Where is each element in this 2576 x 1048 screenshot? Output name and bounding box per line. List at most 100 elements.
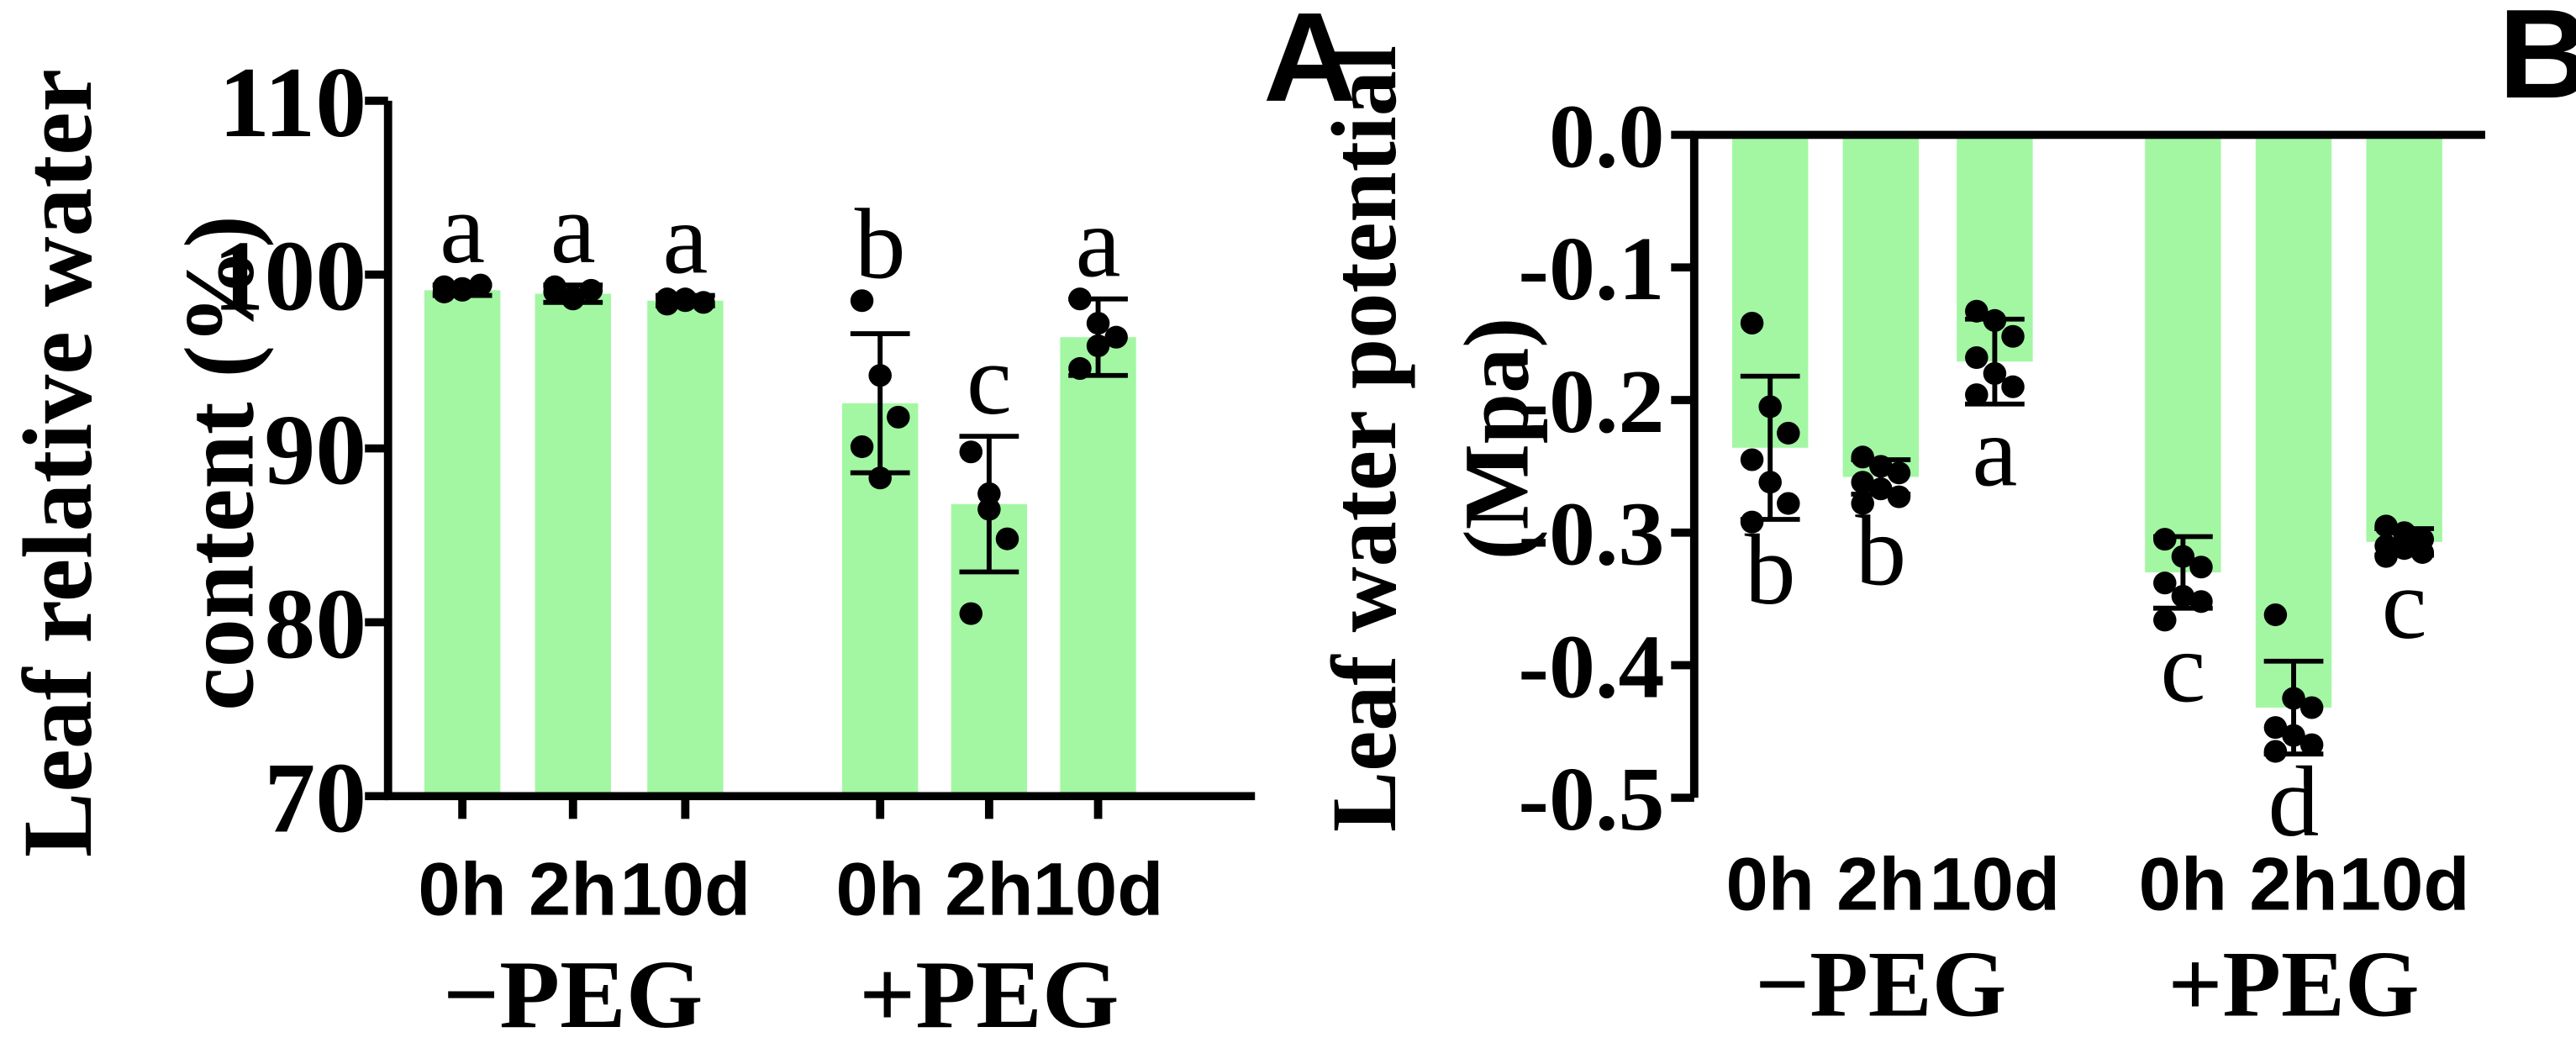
bar — [2145, 134, 2221, 573]
group-label: −PEG — [443, 941, 703, 1048]
y-tick-label: 80 — [264, 568, 366, 680]
x-category-label: 2h — [945, 847, 1033, 930]
x-category-label: 2h — [2249, 842, 2337, 925]
data-point — [977, 498, 1001, 521]
data-point — [1887, 485, 1911, 508]
data-point — [2392, 521, 2416, 545]
data-point — [2282, 724, 2305, 747]
significance-letter: d — [2268, 746, 2320, 858]
data-point — [995, 527, 1019, 550]
data-point — [1869, 455, 1893, 478]
group-label: +PEG — [859, 941, 1119, 1048]
y-axis-label-line: Leaf relative water — [3, 69, 113, 857]
y-axis-label-line: content (%) — [166, 215, 275, 710]
data-point — [1777, 421, 1800, 445]
x-category-label: 0h — [835, 847, 924, 930]
data-point — [1740, 311, 1764, 335]
data-point — [2153, 608, 2177, 632]
data-point — [2189, 590, 2213, 614]
data-point — [656, 292, 679, 316]
data-point — [2374, 514, 2398, 538]
data-point — [432, 275, 456, 298]
y-tick-label: -0.5 — [1518, 749, 1664, 850]
data-point — [977, 482, 1001, 505]
data-point — [1965, 299, 1989, 323]
bar — [424, 290, 501, 797]
data-point — [2189, 556, 2213, 579]
panel-label: B — [2499, 0, 2576, 125]
data-point — [2410, 540, 2435, 564]
data-point — [1104, 325, 1128, 349]
significance-letter: c — [967, 324, 1012, 436]
panel-a: 70 80 90 100 110 Leaf relative water content (… — [3, 0, 1356, 1048]
data-point — [1068, 287, 1092, 311]
significance-letter: b — [1745, 514, 1796, 626]
data-point — [2263, 603, 2288, 627]
data-point — [579, 278, 603, 302]
data-point — [2001, 324, 2025, 348]
data-point — [2153, 571, 2177, 595]
bar — [535, 293, 611, 797]
y-axis-label-line: (Mpa) — [1446, 318, 1548, 561]
data-point — [2374, 545, 2398, 568]
y-tick-label: 0.0 — [1549, 86, 1665, 187]
x-category-label: 0h — [2139, 842, 2227, 925]
significance-letter: a — [1076, 187, 1121, 298]
x-category-label: 10d — [2339, 842, 2470, 925]
data-point — [2001, 375, 2025, 398]
data-point — [1740, 448, 1764, 471]
y-axis-label: Leaf relative water content (%) — [3, 69, 275, 857]
bar — [1060, 337, 1136, 797]
data-point — [2299, 733, 2324, 756]
data-point — [2392, 537, 2416, 561]
data-point — [561, 286, 585, 309]
bar — [1842, 134, 1920, 477]
data-point — [868, 466, 892, 490]
data-point — [2263, 716, 2288, 740]
panel-label: A — [1263, 0, 1356, 129]
significance-letter: c — [2160, 612, 2205, 724]
y-tick-label: -0.3 — [1518, 483, 1664, 584]
data-point — [1086, 334, 1110, 358]
y-tick-label: 100 — [213, 221, 366, 333]
bar — [647, 300, 724, 797]
y-tick-label: 110 — [219, 47, 366, 159]
data-point — [887, 405, 910, 429]
data-point — [1777, 492, 1800, 515]
bar — [2366, 134, 2442, 542]
data-point — [1740, 510, 1764, 534]
data-point — [850, 289, 874, 313]
data-point — [868, 364, 892, 387]
data-point — [959, 440, 983, 464]
y-tick-label: -0.2 — [1518, 351, 1664, 452]
data-point — [1851, 445, 1874, 469]
y-tick-label: -0.4 — [1518, 616, 1664, 717]
y-tick-label: -0.1 — [1518, 219, 1664, 319]
data-point — [1983, 361, 2007, 385]
x-category-label: 2h — [529, 847, 617, 930]
y-tick-label: 70 — [264, 742, 366, 854]
data-point — [1965, 383, 1989, 407]
x-category-label: 0h — [418, 847, 506, 930]
significance-letter: b — [855, 189, 906, 301]
data-point — [1965, 345, 1989, 370]
data-point — [673, 287, 698, 311]
data-point — [1758, 471, 1782, 494]
group-label: −PEG — [1755, 932, 2006, 1036]
significance-letter: c — [2382, 549, 2427, 661]
data-point — [2299, 696, 2324, 719]
y-axis-label-line: Leaf water potential — [1313, 45, 1415, 832]
y-axis-label: Leaf water potential (Mpa) — [1313, 45, 1547, 832]
data-point — [1758, 395, 1782, 419]
data-point — [2171, 545, 2195, 568]
significance-letter: a — [662, 183, 708, 295]
data-point — [1887, 461, 1911, 485]
x-category-label: 10d — [1033, 847, 1164, 930]
x-category-label: 2h — [1836, 842, 1925, 925]
y-tick-label: 90 — [264, 394, 366, 506]
data-point — [1086, 312, 1110, 335]
data-point — [850, 434, 874, 459]
